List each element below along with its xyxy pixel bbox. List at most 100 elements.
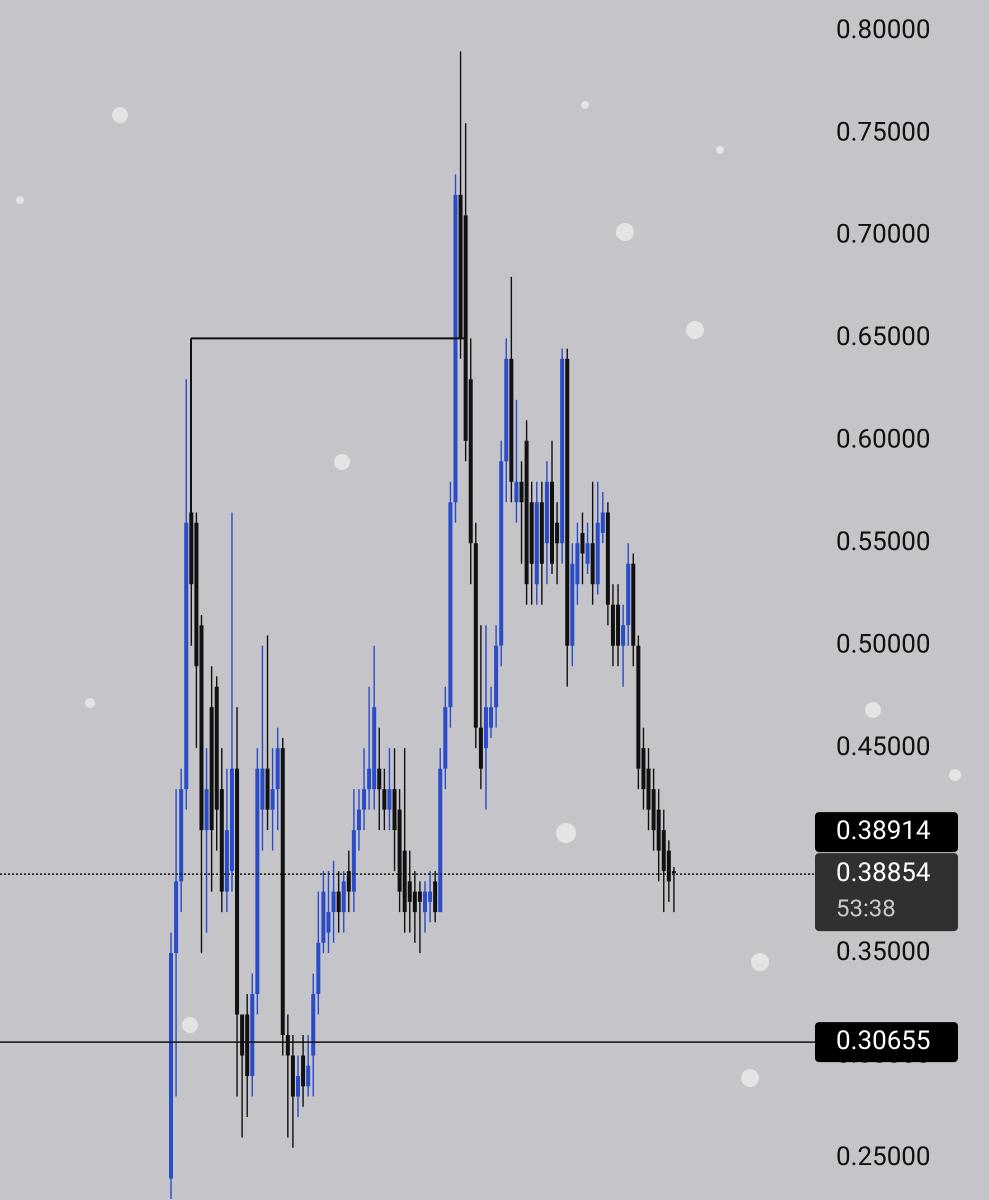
candle-body: [209, 707, 214, 831]
candle-body: [590, 543, 595, 585]
y-tick-label: 0.65000: [836, 322, 931, 352]
candle-body: [169, 953, 173, 1179]
candle-body: [631, 563, 636, 646]
candle-body: [346, 871, 351, 892]
snow-dot: [182, 1017, 198, 1033]
price-label: 0.38854: [836, 858, 931, 888]
candle-body: [362, 789, 367, 810]
price-label-box: [815, 1022, 958, 1063]
candle-body: [661, 830, 666, 872]
y-tick-label: 0.45000: [836, 732, 931, 762]
candle-body: [301, 1055, 306, 1087]
candle-body: [356, 809, 361, 831]
candle-body: [585, 543, 590, 564]
y-tick-label: 0.35000: [836, 937, 931, 967]
candle-body: [651, 789, 656, 831]
candle-body: [443, 707, 448, 769]
candle-body: [468, 379, 473, 544]
candle-body: [296, 1076, 300, 1097]
candle-body: [194, 522, 199, 667]
candle-body: [397, 809, 402, 892]
candle-body: [646, 768, 651, 810]
snow-dot: [556, 823, 576, 843]
candle-body: [433, 881, 438, 913]
snow-dot: [112, 107, 128, 123]
candle-body: [534, 502, 539, 585]
candle-body: [270, 789, 275, 810]
candle-body: [214, 686, 219, 810]
candle-body: [616, 604, 621, 646]
candle-body: [290, 1055, 295, 1097]
snow-dot: [741, 1069, 759, 1087]
snow-dot: [949, 769, 961, 781]
candle-body: [204, 789, 209, 831]
candle-body: [174, 881, 179, 954]
candle-body: [509, 358, 514, 482]
snow-dot: [716, 146, 724, 154]
candle-body: [179, 789, 184, 882]
candle-body: [600, 512, 605, 533]
candle-body: [610, 604, 615, 646]
candle-body: [417, 891, 422, 902]
candle-body: [539, 502, 544, 564]
snow-dot: [865, 702, 881, 718]
price-label-box: [815, 853, 958, 932]
candle-body: [671, 871, 676, 874]
candle-body: [565, 358, 570, 646]
candle-body: [255, 768, 260, 995]
candle-body: [407, 881, 412, 902]
snow-dot: [581, 101, 589, 109]
countdown: 53:38: [836, 894, 896, 922]
candle-body: [453, 194, 458, 503]
candle-body: [428, 891, 433, 902]
candle-body: [412, 891, 417, 913]
snow-dot: [751, 953, 769, 971]
candle-body: [219, 789, 224, 892]
snow-dot: [16, 196, 24, 204]
candle-body: [458, 194, 463, 339]
snow-dot: [334, 454, 350, 470]
candle-body: [555, 522, 560, 544]
candle-body: [229, 768, 234, 872]
y-tick-label: 0.55000: [836, 527, 931, 557]
candle-body: [235, 768, 240, 1015]
candle-body: [189, 512, 194, 585]
candle-body: [280, 748, 285, 1036]
candle-body: [626, 563, 631, 626]
candle-body: [387, 789, 392, 810]
candle-body: [351, 830, 356, 892]
candle-body: [463, 215, 468, 441]
price-label-box: [815, 812, 958, 853]
candle-body: [570, 563, 575, 646]
candle-body: [306, 1065, 311, 1087]
candle-body: [423, 891, 427, 913]
candle-body: [321, 891, 326, 943]
candle-body: [402, 850, 407, 913]
candle-body: [377, 768, 382, 790]
candle-body: [438, 768, 443, 913]
candle-body: [341, 881, 346, 913]
candle-body: [240, 1014, 245, 1056]
candle-body: [382, 789, 387, 810]
snow: [16, 101, 961, 1087]
y-tick-label: 0.25000: [836, 1142, 931, 1172]
candle-body: [316, 942, 321, 995]
candle-body: [473, 543, 478, 728]
candle-body: [494, 645, 499, 708]
candle-body: [529, 502, 534, 564]
candle-body: [636, 645, 641, 769]
candle-body: [265, 768, 270, 810]
candle-body: [331, 891, 336, 913]
y-tick-label: 0.60000: [836, 425, 931, 455]
candle-body: [580, 532, 585, 554]
candle-body: [560, 358, 565, 544]
candle-body: [544, 481, 549, 544]
candle-body: [504, 358, 509, 462]
y-tick-label: 0.80000: [836, 15, 931, 45]
snow-dot: [85, 698, 95, 708]
candle-body: [575, 543, 580, 585]
candle-body: [595, 522, 600, 585]
y-tick-label: 0.75000: [836, 117, 931, 147]
